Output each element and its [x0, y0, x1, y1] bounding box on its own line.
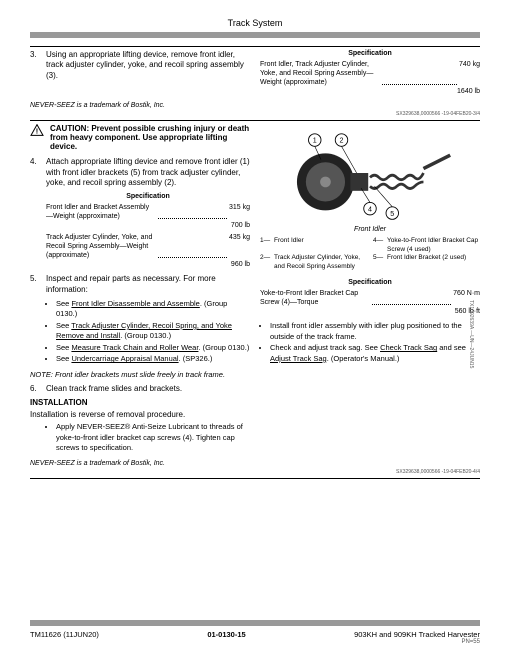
footer-right: 903KH and 909KH Tracked Harvester PN=55 — [354, 630, 480, 645]
spec-row: Front Idler and Bracket Assembly—Weight … — [46, 203, 250, 221]
code: SX329638,0000566 -19-04FEB20-4/4 — [30, 469, 480, 475]
spec-title: Specification — [260, 50, 480, 57]
step-num: 4. — [30, 157, 40, 188]
divider — [30, 478, 480, 479]
page-footer: TM11626 (11JUN20) 01-0130-15 903KH and 9… — [30, 620, 480, 645]
svg-text:2: 2 — [340, 137, 344, 145]
spec-val: 700 lb — [231, 221, 250, 230]
warning-icon: ! — [30, 124, 44, 136]
step-num: 6. — [30, 384, 40, 394]
code: SX329638,0000566 -19-04FEB20-3/4 — [30, 111, 480, 117]
step-text: Using an appropriate lifting device, rem… — [46, 50, 250, 81]
section1: 3. Using an appropriate lifting device, … — [30, 50, 480, 96]
page-header: Track System — [30, 18, 480, 38]
svg-text:!: ! — [36, 127, 38, 136]
spec-val2: 1640 lb — [457, 87, 480, 96]
divider — [30, 46, 480, 47]
step-num: 3. — [30, 50, 40, 81]
caution-text: CAUTION: Prevent possible crushing injur… — [50, 124, 250, 151]
step-5: 5. Inspect and repair parts as necessary… — [30, 274, 250, 295]
spec-label: Yoke-to-Front Idler Bracket Cap Screw (4… — [260, 289, 370, 307]
header-title: Track System — [228, 18, 283, 28]
step-num: 5. — [30, 274, 40, 295]
spec-row: Yoke-to-Front Idler Bracket Cap Screw (4… — [260, 289, 480, 307]
spec-val: 960 lb — [231, 260, 250, 269]
step-text: Attach appropriate lifting device and re… — [46, 157, 250, 188]
link[interactable]: Undercarriage Appraisal Manual — [71, 354, 178, 363]
trademark-note: NEVER-SEEZ is a trademark of Bostik, Inc… — [30, 102, 480, 109]
install-text: Installation is reverse of removal proce… — [30, 410, 250, 419]
caution: ! CAUTION: Prevent possible crushing inj… — [30, 124, 250, 151]
link[interactable]: Check Track Sag — [380, 343, 437, 352]
front-idler-diagram: 1 2 4 5 — [260, 124, 480, 222]
svg-text:1: 1 — [313, 137, 317, 145]
step-text: Inspect and repair parts as necessary. F… — [46, 274, 250, 295]
installation-heading: INSTALLATION — [30, 398, 250, 407]
svg-text:5: 5 — [390, 210, 394, 218]
link[interactable]: Adjust Track Sag — [270, 354, 327, 363]
diagram-caption: Front Idler — [260, 226, 480, 233]
step-3: 3. Using an appropriate lifting device, … — [30, 50, 250, 81]
step-4: 4. Attach appropriate lifting device and… — [30, 157, 250, 188]
link[interactable]: Front Idler Disassemble and Assemble — [71, 299, 199, 308]
dots — [382, 60, 457, 85]
trademark-note: NEVER-SEEZ is a trademark of Bostik, Inc… — [30, 460, 250, 467]
diagram-code: TX1092639A —UN—24JUN15 — [468, 300, 474, 368]
spec-label: Front Idler and Bracket Assembly—Weight … — [46, 203, 156, 221]
list-item: See Track Adjuster Cylinder, Recoil Spri… — [56, 321, 250, 342]
list-item: See Undercarriage Appraisal Manual. (SP3… — [56, 354, 250, 365]
post-list: Install front idler assembly with idler … — [260, 321, 480, 364]
spec-val: 740 kg — [459, 60, 480, 87]
spec-row: Track Adjuster Cylinder, Yoke, and Recoi… — [46, 233, 250, 260]
spec-title: Specification — [260, 279, 480, 286]
spec-label: Track Adjuster Cylinder, Yoke, and Recoi… — [46, 233, 156, 260]
spec-label: Front Idler, Track Adjuster Cylinder, Yo… — [260, 60, 380, 87]
list-item: Apply NEVER-SEEZ® Anti-Seize Lubricant t… — [56, 422, 250, 454]
spec-val: 760 N·m — [453, 289, 480, 307]
callout-legend: 1—Front Idler 4—Yoke-to-Front Idler Brac… — [260, 237, 480, 271]
list-item: See Measure Track Chain and Roller Wear.… — [56, 343, 250, 354]
list-item: Install front idler assembly with idler … — [270, 321, 480, 342]
link[interactable]: Measure Track Chain and Roller Wear — [71, 343, 198, 352]
step-text: Clean track frame slides and brackets. — [46, 384, 182, 394]
divider — [30, 120, 480, 121]
spec-val: 435 kg — [229, 233, 250, 260]
note: NOTE: Front idler brackets must slide fr… — [30, 370, 250, 379]
spec-val: 315 kg — [229, 203, 250, 221]
section2: ! CAUTION: Prevent possible crushing inj… — [30, 124, 480, 467]
caution-body: CAUTION: Prevent possible crushing injur… — [50, 124, 249, 151]
spec-row: 1640 lb — [260, 87, 480, 96]
link-list: See Front Idler Disassemble and Assemble… — [46, 299, 250, 365]
footer-left: TM11626 (11JUN20) — [30, 630, 99, 645]
list-item: Check and adjust track sag. See Check Tr… — [270, 343, 480, 364]
svg-text:4: 4 — [368, 206, 372, 214]
spec-title: Specification — [46, 193, 250, 200]
footer-center: 01-0130-15 — [207, 630, 245, 645]
spec-row: Front Idler, Track Adjuster Cylinder, Yo… — [260, 60, 480, 87]
install-list: Apply NEVER-SEEZ® Anti-Seize Lubricant t… — [46, 422, 250, 454]
step-6: 6. Clean track frame slides and brackets… — [30, 384, 250, 394]
list-item: See Front Idler Disassemble and Assemble… — [56, 299, 250, 320]
